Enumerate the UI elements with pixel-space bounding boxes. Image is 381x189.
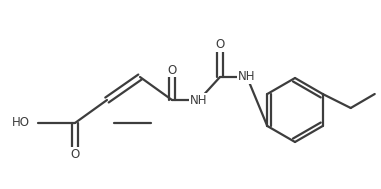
Text: HO: HO [12, 116, 30, 129]
Text: O: O [70, 147, 80, 160]
Text: NH: NH [190, 94, 208, 106]
Text: NH: NH [238, 70, 256, 84]
Text: O: O [215, 39, 225, 51]
Text: O: O [167, 64, 177, 77]
